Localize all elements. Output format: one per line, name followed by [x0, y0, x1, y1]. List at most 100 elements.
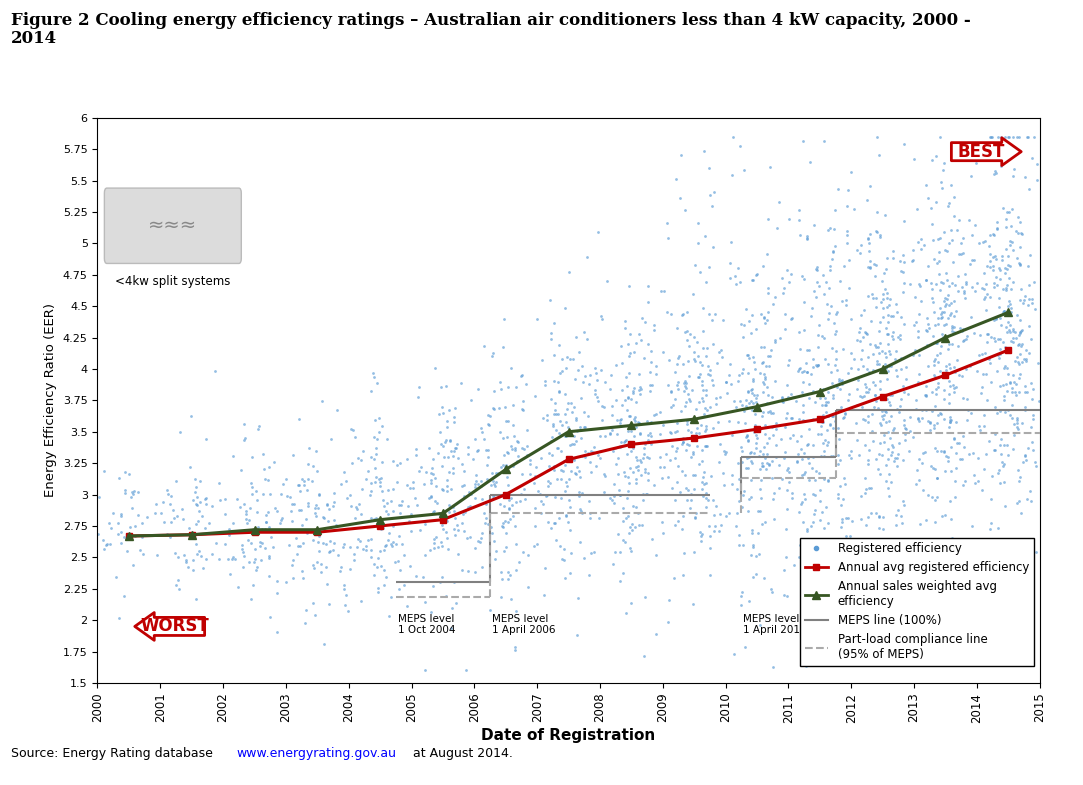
Point — [497, 527, 514, 539]
Point — [558, 476, 575, 488]
Point — [955, 287, 973, 299]
Point — [859, 362, 876, 374]
Point — [1025, 383, 1042, 396]
Point — [689, 237, 706, 250]
Point — [749, 505, 767, 517]
Point — [402, 525, 419, 538]
Point — [732, 395, 749, 407]
Point — [557, 485, 574, 498]
Point — [742, 446, 759, 458]
Point — [1027, 302, 1044, 315]
Point — [852, 239, 870, 251]
Point — [134, 548, 152, 560]
Point — [857, 326, 874, 338]
Point — [697, 423, 715, 436]
Point — [553, 365, 571, 378]
Point — [678, 334, 695, 346]
Point — [495, 521, 512, 534]
Point — [809, 261, 826, 274]
Point — [401, 482, 418, 495]
Point — [577, 421, 595, 433]
Point — [822, 299, 839, 312]
Point — [618, 447, 636, 460]
Point — [798, 439, 815, 451]
Point — [751, 548, 768, 560]
Point — [867, 301, 885, 313]
Point — [804, 462, 821, 475]
Point — [689, 371, 706, 383]
Point — [966, 469, 983, 481]
Point — [551, 539, 569, 552]
Point — [869, 130, 886, 143]
Point — [999, 130, 1016, 143]
Point — [758, 436, 775, 449]
Point — [693, 391, 710, 403]
Point — [963, 520, 980, 532]
Point — [899, 388, 916, 400]
Point — [945, 310, 963, 323]
Point — [948, 447, 965, 459]
Point — [240, 514, 258, 527]
Point — [677, 481, 694, 494]
Point — [547, 424, 564, 436]
Point — [726, 648, 743, 660]
Point — [1020, 319, 1038, 332]
Point — [311, 528, 328, 540]
Point — [957, 276, 975, 289]
Point — [257, 473, 274, 486]
Point — [628, 454, 645, 466]
Point — [705, 422, 722, 434]
Point — [935, 384, 952, 396]
Point — [767, 375, 784, 388]
Point — [621, 542, 638, 554]
Point — [760, 458, 778, 470]
Point — [460, 485, 478, 498]
Point — [366, 462, 383, 474]
Point — [349, 541, 366, 553]
Point — [470, 382, 487, 395]
Point — [824, 342, 841, 355]
Point — [280, 539, 298, 551]
Point — [234, 539, 251, 551]
Point — [932, 276, 950, 288]
Point — [873, 345, 890, 358]
Point — [999, 449, 1016, 462]
Point — [984, 259, 1002, 272]
Point — [653, 515, 670, 528]
Point — [362, 512, 379, 524]
Point — [912, 279, 929, 292]
Point — [561, 501, 578, 513]
Point — [321, 598, 338, 611]
Point — [922, 276, 939, 289]
Point — [110, 612, 128, 624]
Point — [485, 475, 503, 487]
Point — [693, 378, 710, 391]
Point — [232, 464, 249, 476]
Point — [99, 537, 116, 550]
Point — [370, 425, 388, 438]
Point — [986, 281, 1003, 294]
Point — [509, 436, 526, 448]
Point — [827, 325, 845, 338]
Point — [783, 312, 800, 324]
Point — [428, 480, 445, 493]
Point — [1006, 355, 1023, 367]
Point — [589, 394, 606, 407]
Point — [898, 372, 915, 385]
Point — [1009, 211, 1027, 224]
Point — [449, 452, 467, 465]
Point — [177, 554, 194, 567]
Point — [969, 474, 987, 487]
Point — [739, 451, 756, 464]
Point — [926, 494, 943, 506]
Point — [433, 571, 451, 583]
Point — [754, 405, 771, 418]
Point — [493, 573, 510, 586]
Point — [363, 385, 380, 397]
Point — [990, 522, 1007, 535]
Point — [838, 236, 856, 249]
Point — [910, 308, 927, 320]
Point — [676, 375, 693, 388]
Point — [384, 455, 402, 467]
Point — [605, 477, 623, 490]
